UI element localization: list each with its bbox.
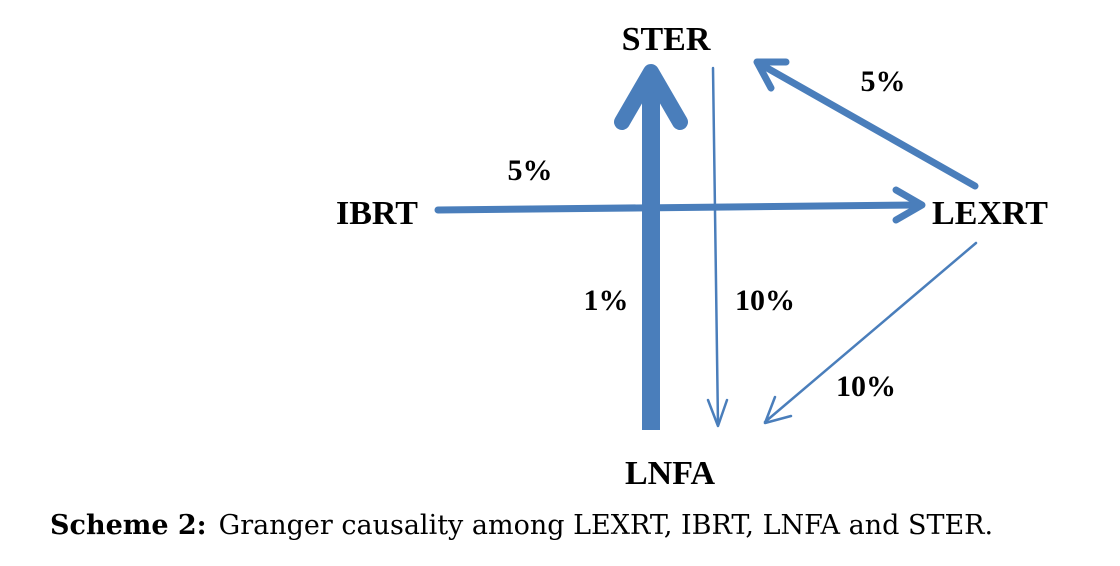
- node-lexrt: LEXRT: [932, 195, 1048, 232]
- edge-lexrt-to-ster: [753, 58, 979, 190]
- caption-text: Granger causality among LEXRT, IBRT, LNF…: [218, 510, 994, 541]
- node-ster: STER: [622, 21, 711, 58]
- edge-label-lexrt-ster: 5%: [861, 65, 906, 98]
- edge-ibrt-to-lexrt: [434, 186, 926, 224]
- caption-label: Scheme 2:: [50, 510, 207, 541]
- node-lnfa: LNFA: [625, 455, 715, 492]
- edge-label-lexrt-lnfa: 10%: [836, 370, 896, 403]
- edge-lexrt-to-lnfa: [763, 241, 978, 425]
- edge-lnfa-to-ster: [614, 64, 688, 430]
- edge-ster-to-lnfa: [706, 66, 729, 428]
- edge-label-ibrt-lexrt: 5%: [508, 154, 553, 187]
- edge-label-ster-lnfa: 10%: [735, 284, 795, 317]
- node-ibrt: IBRT: [336, 195, 418, 232]
- edge-label-lnfa-ster: 1%: [584, 284, 629, 317]
- figure-caption: Scheme 2: Granger causality among LEXRT, …: [50, 510, 993, 541]
